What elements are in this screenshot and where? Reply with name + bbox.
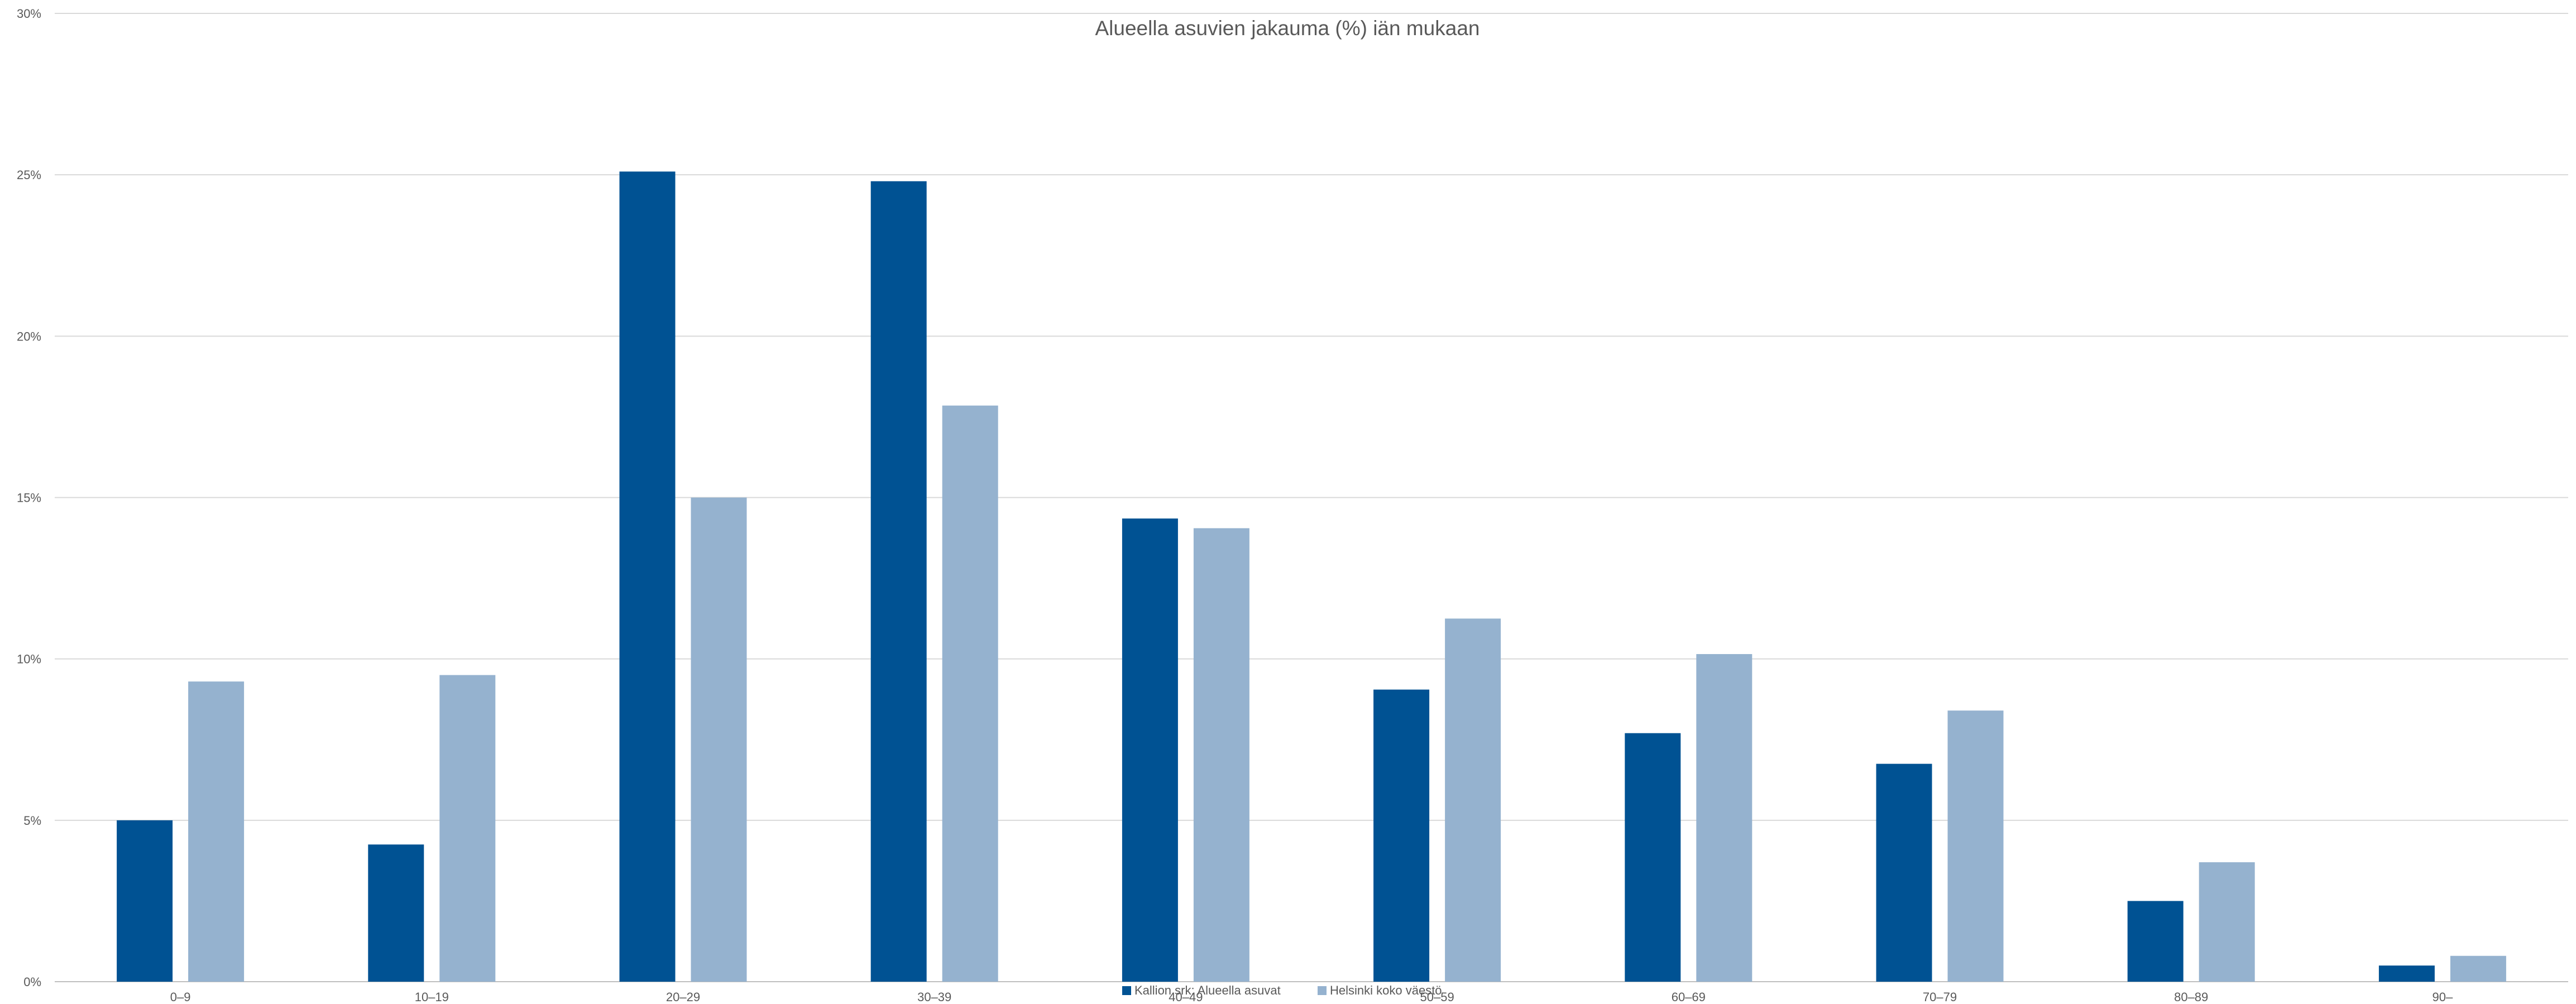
y-axis-ticks: 0% 5% 10% 15% 20% 25% 30% (17, 7, 41, 989)
y-tick-label: 20% (17, 329, 41, 343)
bar-helsinki-2 (691, 497, 747, 982)
bar-kallion-5 (1373, 689, 1430, 982)
bar-helsinki-7 (1947, 710, 2004, 982)
legend-label: Helsinki koko väestö (1330, 983, 1442, 997)
y-tick-label: 15% (17, 491, 41, 505)
y-tick-label: 25% (17, 168, 41, 182)
x-tick-label: 80–89 (2174, 990, 2208, 1004)
bar-kallion-3 (870, 181, 927, 982)
bar-helsinki-9 (2450, 955, 2506, 982)
bar-kallion-6 (1625, 733, 1681, 982)
bar-kallion-8 (2127, 901, 2184, 982)
legend: Kallion srk: Alueella asuvat Helsinki kok… (1122, 983, 1442, 997)
y-tick-label: 5% (23, 814, 41, 828)
bar-helsinki-4 (1193, 528, 1249, 982)
legend-label: Kallion srk: Alueella asuvat (1134, 983, 1281, 997)
chart-title: Alueella asuvien jakauma (%) iän mukaan (1095, 17, 1480, 40)
x-tick-label: 70–79 (1923, 990, 1957, 1004)
bar-kallion-9 (2378, 965, 2435, 982)
x-tick-label: 90– (2433, 990, 2453, 1004)
bar-helsinki-6 (1696, 654, 1753, 982)
x-tick-label: 30–39 (917, 990, 951, 1004)
bar-helsinki-3 (942, 405, 998, 982)
bar-helsinki-1 (439, 675, 496, 982)
legend-swatch (1122, 986, 1131, 995)
bar-kallion-7 (1876, 763, 1932, 982)
legend-swatch (1318, 986, 1327, 995)
x-axis-ticks: 0–9 10–19 20–29 30–39 40–49 50–59 60–69 70–79 80… (170, 990, 2453, 1004)
bar-helsinki-0 (188, 681, 245, 982)
bar-helsinki-5 (1445, 618, 1501, 982)
y-tick-label: 30% (17, 7, 41, 21)
x-tick-label: 60–69 (1672, 990, 1706, 1004)
y-tick-label: 0% (23, 975, 41, 989)
gridlines (55, 13, 2568, 982)
x-tick-label: 50–59 (1420, 990, 1454, 1004)
x-tick-label: 10–19 (415, 990, 449, 1004)
x-tick-label: 40–49 (1169, 990, 1203, 1004)
bar-kallion-2 (619, 171, 676, 982)
bars (117, 171, 2506, 982)
y-tick-label: 10% (17, 652, 41, 666)
bar-kallion-0 (117, 820, 173, 982)
x-tick-label: 0–9 (170, 990, 191, 1004)
bar-kallion-4 (1122, 518, 1178, 982)
bar-kallion-1 (368, 844, 424, 982)
x-tick-label: 20–29 (666, 990, 700, 1004)
bar-helsinki-8 (2199, 862, 2255, 982)
